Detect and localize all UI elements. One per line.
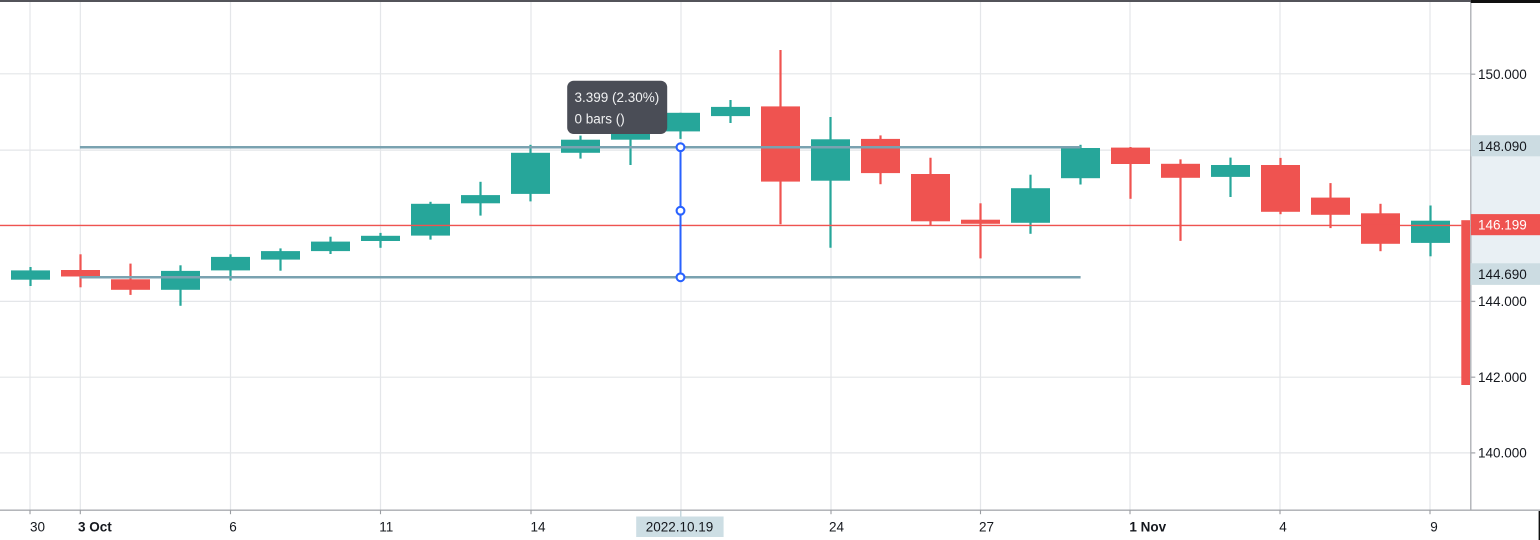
svg-text:9: 9 [1430,519,1438,534]
svg-text:3 Oct: 3 Oct [78,519,112,534]
svg-text:2022.10.19: 2022.10.19 [646,519,714,534]
svg-text:0 bars (): 0 bars () [575,112,625,127]
svg-text:142.000: 142.000 [1478,370,1527,385]
svg-text:150.000: 150.000 [1478,67,1527,82]
svg-text:24: 24 [829,519,845,534]
svg-text:1 Nov: 1 Nov [1129,519,1166,534]
svg-text:148.090: 148.090 [1478,139,1527,154]
svg-text:144.690: 144.690 [1478,267,1527,282]
svg-text:27: 27 [979,519,994,534]
svg-text:11: 11 [379,519,393,534]
svg-text:146.199: 146.199 [1478,217,1527,232]
svg-text:144.000: 144.000 [1478,294,1527,309]
svg-text:14: 14 [530,519,546,534]
svg-text:6: 6 [229,519,237,534]
svg-text:140.000: 140.000 [1478,446,1527,461]
svg-text:30: 30 [30,519,45,534]
svg-text:4: 4 [1279,519,1287,534]
svg-text:3.399 (2.30%): 3.399 (2.30%) [575,90,660,105]
